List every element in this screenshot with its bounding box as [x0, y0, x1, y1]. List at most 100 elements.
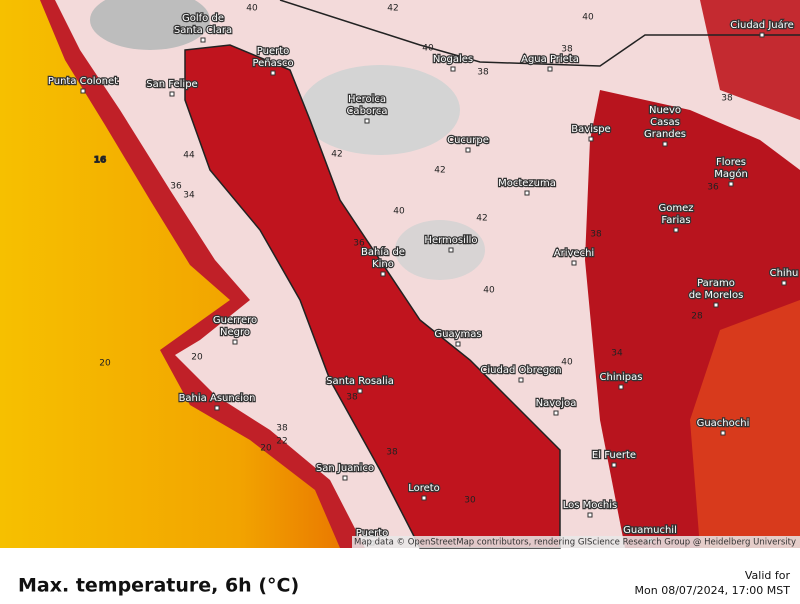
contour-label: 40	[582, 13, 594, 23]
contour-label: 28	[691, 312, 703, 322]
city-marker	[455, 341, 461, 347]
contour-label: 40	[483, 286, 495, 296]
contour-label: 34	[611, 349, 623, 359]
city-label: Bahía de Kino	[361, 246, 405, 270]
contour-label: 42	[387, 4, 398, 14]
city-label: San Juanico	[316, 463, 374, 474]
pacific	[0, 0, 340, 548]
city-label: Golfo de Santa Clara	[174, 13, 232, 36]
city-marker	[728, 181, 734, 187]
contour-label: 40	[393, 207, 405, 217]
contour-label: 40	[246, 4, 258, 14]
city-marker	[673, 227, 679, 233]
border	[279, 0, 800, 67]
city-line: Bavispe	[571, 124, 610, 135]
contour-label: 38	[477, 68, 489, 78]
city-label: Arivechi	[554, 248, 594, 259]
city-line: San Felipe	[146, 79, 197, 90]
city-line: Arivechi	[554, 248, 594, 259]
city-line: Caborca	[346, 106, 387, 117]
map: Golfo de Santa Clara Puerto Peñasco Punta Co…	[0, 0, 800, 549]
contour-label: 36	[170, 182, 182, 192]
city-marker	[465, 147, 471, 153]
city-label: Chihu	[770, 268, 799, 279]
city-line: Ciudad Juáre	[730, 19, 794, 31]
city-line: Guaymas	[434, 329, 481, 340]
labels: Golfo de Santa Clara Puerto Peñasco Punta Co…	[47, 4, 800, 546]
city-line: Gomez	[658, 203, 693, 214]
city-marker	[270, 70, 276, 76]
city-label: Santa Rosalia	[326, 376, 394, 387]
city-label: Hermosillo	[424, 235, 477, 246]
city-line: Guachochi	[697, 418, 750, 429]
city-marker	[450, 66, 456, 72]
city-line: Negro	[220, 327, 250, 338]
city-line: Moctezuma	[498, 178, 556, 189]
valid-time: Mon 08/07/2024, 17:00 MST	[635, 584, 791, 597]
city-line: Punta Colonet	[48, 76, 118, 87]
city-line: Guerrero	[213, 315, 257, 326]
city-marker	[200, 37, 206, 43]
city-label: Ciudad Juáre	[730, 19, 794, 31]
city-line: Peñasco	[252, 58, 293, 69]
city-label: El Fuerte	[592, 450, 636, 461]
city-line: de Morelos	[689, 290, 744, 301]
city-marker	[662, 141, 668, 147]
city-line: Los Mochis	[563, 500, 617, 511]
contour-label: 38	[561, 45, 573, 55]
city-line: Hermosillo	[424, 235, 477, 246]
city-marker	[421, 495, 427, 501]
city-marker	[169, 91, 175, 97]
city-label: Punta Colonet	[48, 76, 118, 87]
city-marker	[364, 118, 370, 124]
contour-label: 42	[434, 166, 445, 176]
city-label: Gomez Farias	[658, 203, 693, 226]
city-line: Guamuchil	[623, 525, 677, 536]
city-marker	[720, 430, 726, 436]
contour-label: 34	[183, 191, 195, 201]
city-label: Guachochi	[697, 418, 750, 429]
city-label: Cucurpe	[447, 135, 489, 146]
footer: Max. temperature, 6h (°C) Valid for Mon …	[18, 569, 790, 597]
valid-label: Valid for	[745, 569, 791, 582]
contour-label: 20	[99, 359, 111, 369]
city-marker	[781, 280, 787, 286]
contour-label: 30	[464, 496, 476, 506]
city-marker	[587, 512, 593, 518]
gulf	[184, 44, 561, 549]
city-line: Agua Prieta	[521, 54, 579, 65]
city-label: Agua Prieta	[521, 54, 579, 65]
city-marker	[448, 247, 454, 253]
city-marker	[588, 136, 594, 142]
city-label: Loreto	[408, 483, 440, 494]
city-marker	[713, 302, 719, 308]
contour-label: 38	[346, 393, 358, 403]
city-label: Ciudad Obregon	[480, 365, 561, 376]
city-label: Bahia Asuncion	[179, 393, 256, 404]
city-label: Nuevo Casas Grandes	[644, 105, 686, 140]
city-marker	[759, 32, 765, 38]
city-line: Kino	[372, 259, 394, 270]
city-line: Casas	[650, 117, 680, 128]
cool-area	[90, 0, 210, 50]
city-line: Chinipas	[600, 372, 643, 383]
city-label: Navojoa	[536, 398, 577, 409]
city-line: Bahía de	[361, 246, 405, 258]
attribution-bg	[352, 536, 800, 548]
city-label: Moctezuma	[498, 178, 556, 189]
contour-label: 20	[260, 444, 272, 454]
city-marker	[524, 190, 530, 196]
contour-label: 38	[276, 424, 288, 434]
contour-label: 38	[721, 94, 733, 104]
city-label: Chinipas	[600, 372, 643, 383]
city-line: Santa Rosalia	[326, 376, 394, 387]
contour-label: 20	[191, 353, 203, 363]
city-marker	[80, 88, 86, 94]
city-label: Nogales	[433, 54, 473, 65]
city-label: Flores Magón	[714, 157, 748, 180]
city-marker	[571, 260, 577, 266]
title: Max. temperature, 6h (°C)	[18, 575, 299, 597]
city-label: Guaymas	[434, 329, 481, 340]
city-label: San Felipe	[146, 79, 197, 90]
city-label: Los Mochis	[563, 500, 617, 511]
